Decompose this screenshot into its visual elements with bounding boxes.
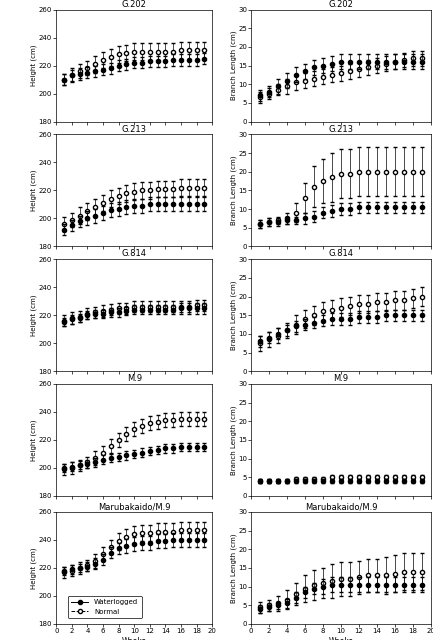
Title: Marubakaido/M.9: Marubakaido/M.9 xyxy=(305,502,377,511)
Y-axis label: Branch Length (cm): Branch Length (cm) xyxy=(230,533,236,603)
Y-axis label: Height (cm): Height (cm) xyxy=(31,170,37,211)
Y-axis label: Height (cm): Height (cm) xyxy=(31,547,37,589)
Y-axis label: Height (cm): Height (cm) xyxy=(31,45,37,86)
Title: G.213: G.213 xyxy=(122,125,147,134)
Title: Marubakaido/M.9: Marubakaido/M.9 xyxy=(98,502,171,511)
Title: G.213: G.213 xyxy=(329,125,353,134)
Title: G.202: G.202 xyxy=(329,0,353,9)
Y-axis label: Height (cm): Height (cm) xyxy=(31,294,37,336)
Y-axis label: Branch Length (cm): Branch Length (cm) xyxy=(230,156,236,225)
X-axis label: Weeks: Weeks xyxy=(122,637,147,640)
Y-axis label: Branch Length (cm): Branch Length (cm) xyxy=(230,31,236,100)
Y-axis label: Branch Length (cm): Branch Length (cm) xyxy=(230,280,236,350)
Title: M.9: M.9 xyxy=(333,374,349,383)
X-axis label: Weeks: Weeks xyxy=(329,637,353,640)
Legend: Waterlogged, Normal: Waterlogged, Normal xyxy=(68,596,142,618)
Y-axis label: Branch Length (cm): Branch Length (cm) xyxy=(230,405,236,475)
Title: G.202: G.202 xyxy=(122,0,147,9)
Title: M.9: M.9 xyxy=(127,374,142,383)
Y-axis label: Height (cm): Height (cm) xyxy=(31,419,37,461)
Title: G.814: G.814 xyxy=(122,250,147,259)
Title: G.814: G.814 xyxy=(329,250,353,259)
